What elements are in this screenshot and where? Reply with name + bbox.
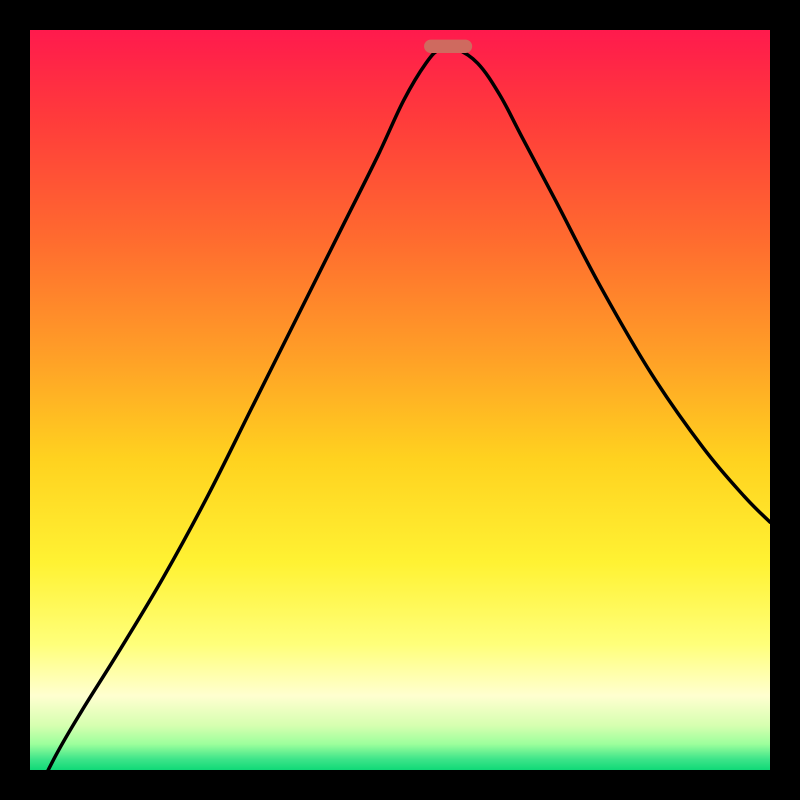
chart-frame: TheBottlenecker.com — [0, 0, 800, 800]
bottleneck-chart — [0, 0, 800, 800]
gradient-background — [30, 30, 770, 770]
optimum-marker — [424, 40, 472, 53]
